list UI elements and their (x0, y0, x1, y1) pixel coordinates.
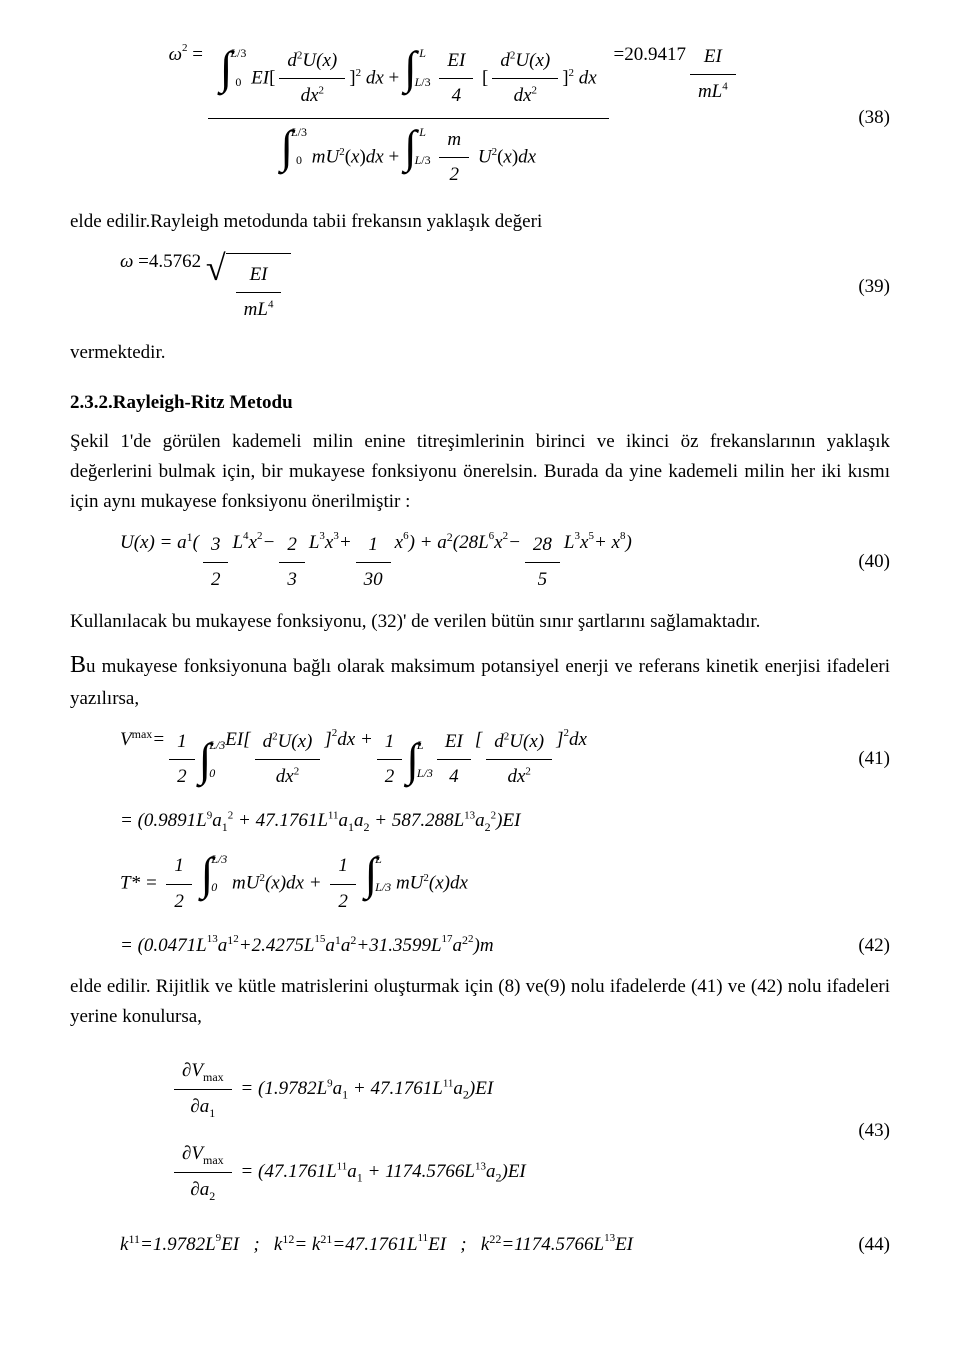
eq43-number: (43) (858, 1116, 890, 1146)
para-bu-mukayese: Bu mukayese fonksiyonuna bağlı olarak ma… (70, 646, 890, 715)
eq43-line1: ∂Vmax∂a1 = (1.9782L9a1 + 47.1761L11a2)EI (170, 1054, 838, 1125)
tstar-integral: T* = 12 ∫L/30 mU2(x)dx + 12 ∫LL/3 mU2(x)… (70, 849, 890, 919)
para-method-intro: Şekil 1'de görülen kademeli milin enine … (70, 427, 890, 518)
equation-40: U(x) = a1( 32 L4x2 − 23 L3x3 + 130 x6) +… (70, 528, 890, 598)
equation-41: Vmax = 12 ∫L/30 EI[d2U(x)dx2]2 dx + 12 ∫… (70, 725, 890, 795)
text-after-38: elde edilir.Rayleigh metodunda tabii fre… (70, 207, 890, 237)
eq39-coefficient: 4.5762 (149, 247, 201, 328)
eq39-body: ω = 4.5762 √ EImL4 (70, 247, 838, 328)
eq38-body: ω2 = ∫L/30 EI[d2U(x)dx2]2 dx + ∫LL/3 EI4… (70, 40, 838, 197)
dropcap: B (70, 652, 86, 678)
eq42-number: (42) (858, 931, 890, 961)
eq44-body: k11 = 1.9782L9EI ; k12 = k21 = 47.1761L1… (70, 1230, 838, 1260)
eq40-body: U(x) = a1( 32 L4x2 − 23 L3x3 + 130 x6) +… (70, 528, 838, 598)
eq41-number: (41) (858, 744, 890, 774)
eq42-body: = (0.0471L13a12 + 2.4275L15a1a2 + 31.359… (70, 931, 838, 961)
equation-39: ω = 4.5762 √ EImL4 (39) (70, 247, 890, 328)
para-elde-edilir: elde edilir. Rijitlik ve kütle matrisler… (70, 972, 890, 1033)
para4-text: u mukayese fonksiyonuna bağlı olarak mak… (70, 656, 890, 709)
eq41-expanded: = (0.9891L9a12 + 47.1761L11a1a2 + 587.28… (70, 806, 890, 837)
equation-44: k11 = 1.9782L9EI ; k12 = k21 = 47.1761L1… (70, 1230, 890, 1260)
eq40-number: (40) (858, 547, 890, 577)
para-kullanilacak: Kullanılacak bu mukayese fonksiyonu, (32… (70, 607, 890, 637)
equation-43: ∂Vmax∂a1 = (1.9782L9a1 + 47.1761L11a2)EI… (70, 1042, 890, 1220)
eq41-body: Vmax = 12 ∫L/30 EI[d2U(x)dx2]2 dx + 12 ∫… (70, 725, 838, 795)
eq39-number: (39) (858, 272, 890, 302)
eq38-factor-2: 2 (439, 158, 469, 192)
equation-38: ω2 = ∫L/30 EI[d2U(x)dx2]2 dx + ∫LL/3 EI4… (70, 40, 890, 197)
eq38-coefficient: 20.9417 (624, 40, 686, 197)
eq38-number: (38) (858, 103, 890, 133)
text-vermektedir: vermektedir. (70, 338, 890, 368)
eq38-factor-4: 4 (439, 79, 473, 113)
eq43-line2: ∂Vmax∂a2 = (47.1761L11a1 + 1174.5766L13a… (170, 1137, 838, 1208)
equation-42: = (0.0471L13a12 + 2.4275L15a1a2 + 31.359… (70, 931, 890, 961)
eq44-number: (44) (858, 1230, 890, 1260)
section-heading: 2.3.2.Rayleigh-Ritz Metodu (70, 388, 890, 418)
